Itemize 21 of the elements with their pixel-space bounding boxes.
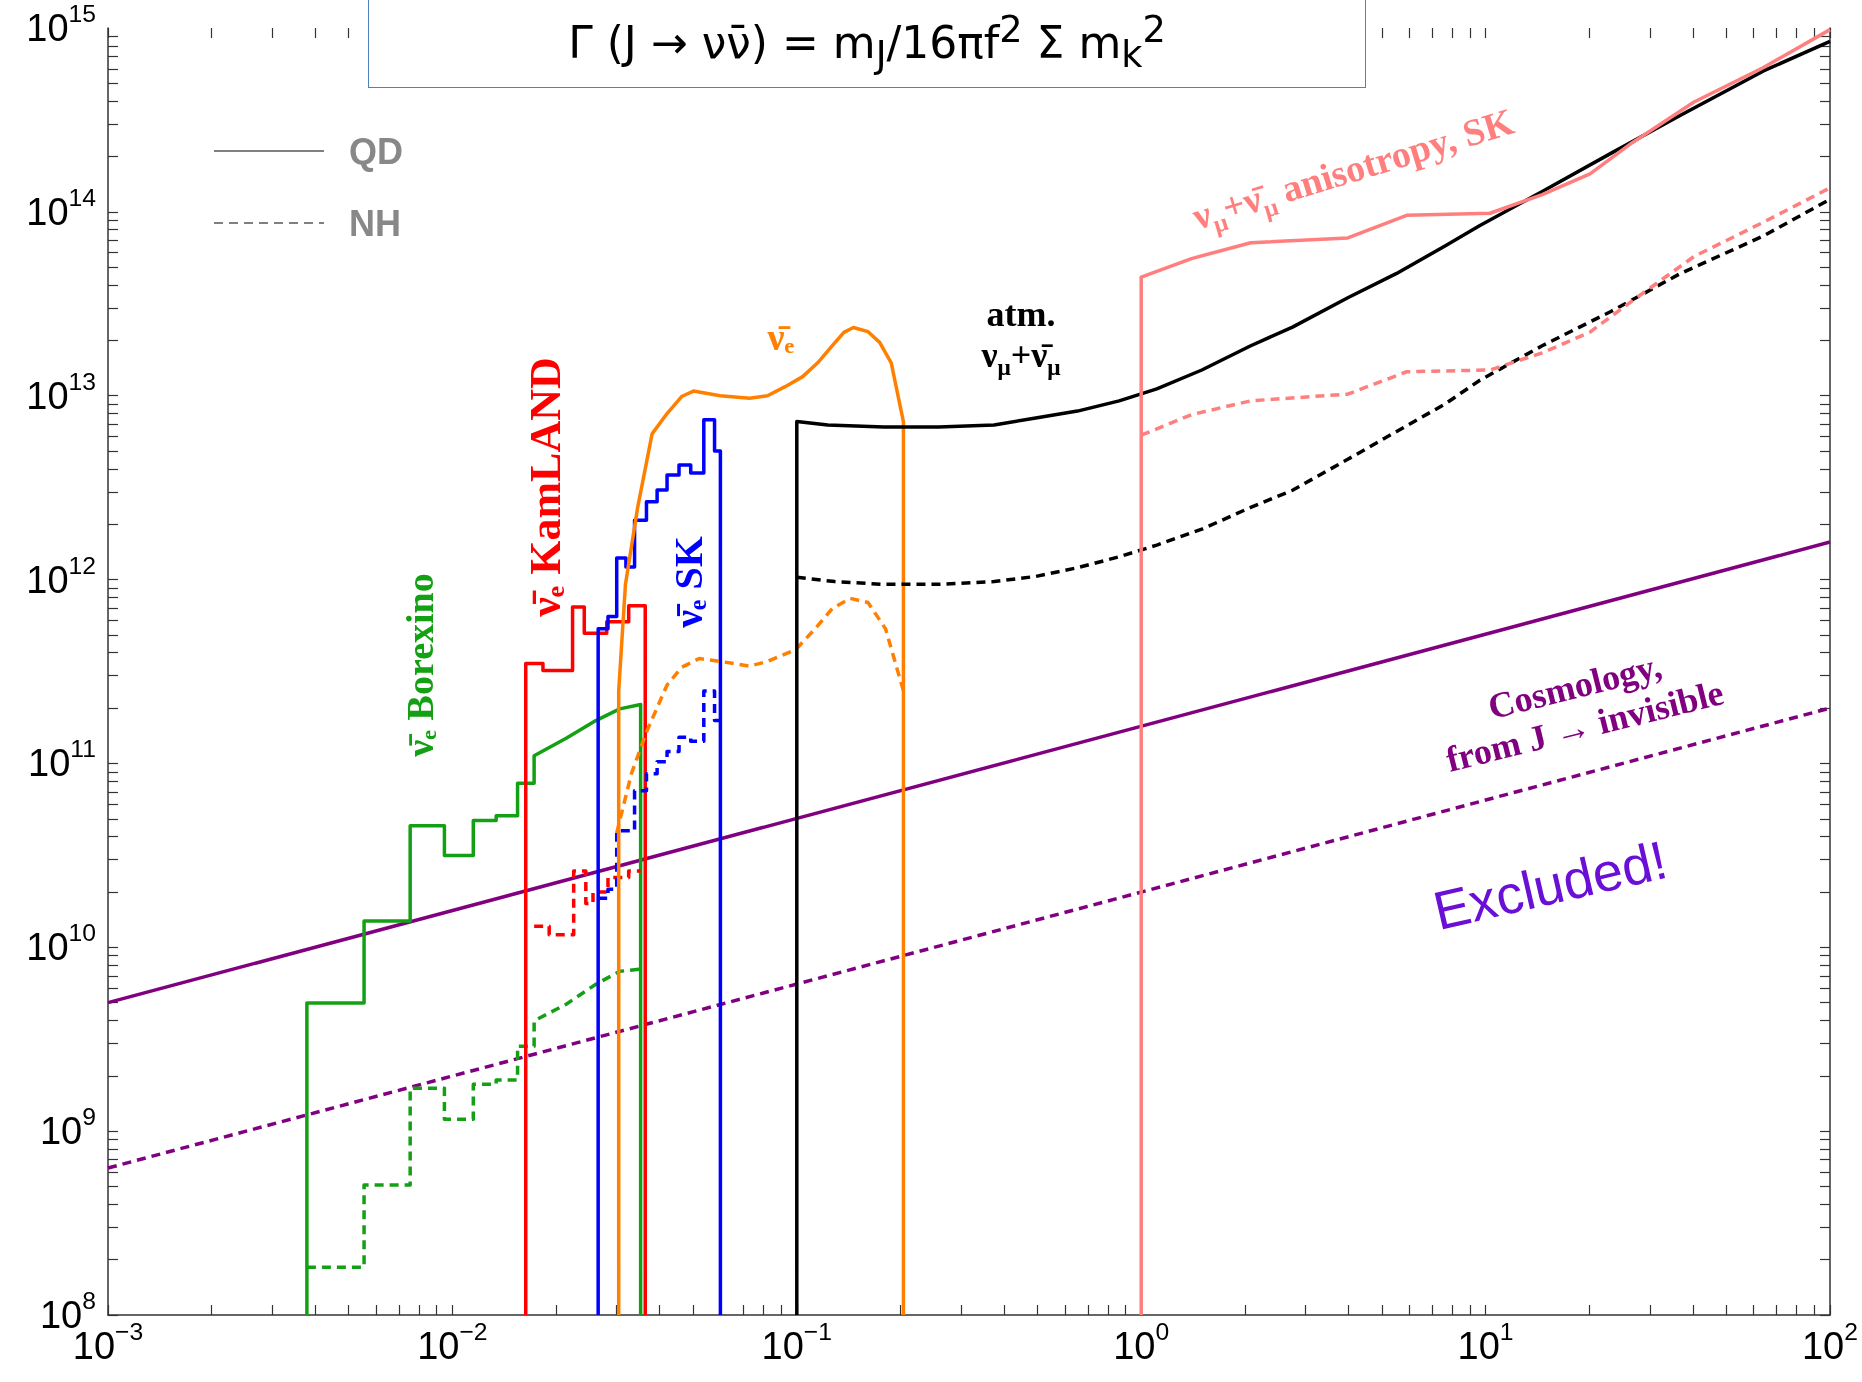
- y-tick-label: 10$^{10}$: [26, 919, 96, 969]
- y-tick-label: 10$^{15}$: [26, 0, 96, 49]
- annotation: Cosmology, from J → invisible: [1441, 644, 1728, 782]
- x-tick-label: 10$^{0}$: [1113, 1318, 1170, 1367]
- x-tick-label: 10$^{1}$: [1457, 1318, 1514, 1367]
- annotation: Excluded!: [1427, 828, 1673, 942]
- y-tick-label: 10$^{11}$: [28, 735, 96, 785]
- annotation: ν̄ₑ KamLAND: [520, 357, 571, 617]
- annotation: ν̄ₑ Borexino: [399, 573, 443, 757]
- y-tick-label: 10$^{14}$: [26, 184, 96, 233]
- y-tick-label: 10$^{9}$: [39, 1103, 96, 1153]
- annotation: atm. ν$_{μ}$+ν̄$_{μ}$: [981, 294, 1061, 382]
- x-tick-label: 10$^{2}$: [1801, 1318, 1858, 1367]
- x-tick-label: 10$^{−1}$: [761, 1318, 833, 1367]
- legend-label: NH: [349, 202, 401, 244]
- x-tick-label: 10$^{−2}$: [417, 1318, 488, 1367]
- y-tick-label: 10$^{13}$: [26, 368, 96, 417]
- legend-label: QD: [349, 130, 403, 172]
- y-tick-label: 10$^{12}$: [26, 552, 96, 601]
- annotation: ν̄ₑ SK: [666, 536, 712, 628]
- annotation: ν̄ₑ: [767, 316, 795, 360]
